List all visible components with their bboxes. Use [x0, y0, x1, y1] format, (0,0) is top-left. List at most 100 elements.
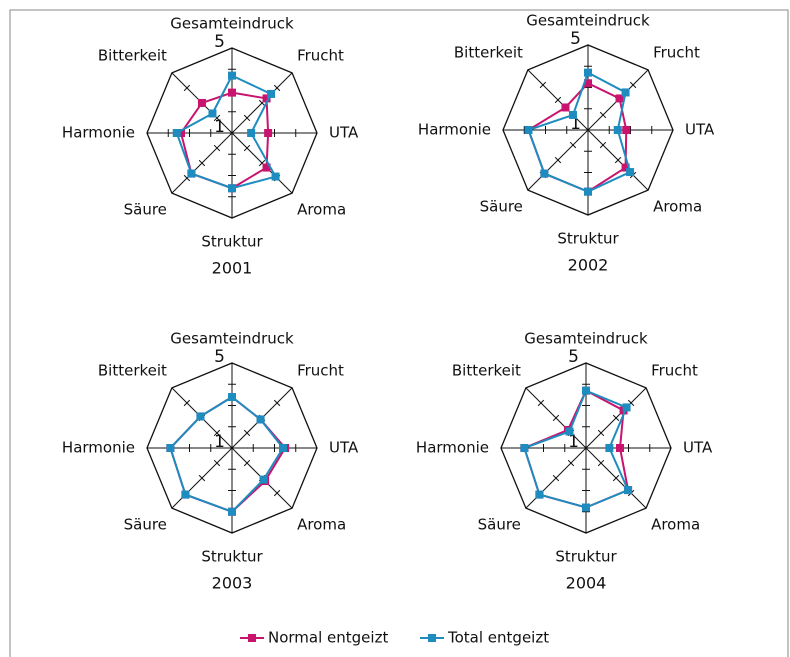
frame	[9, 9, 789, 657]
marker	[568, 110, 577, 119]
tick-mark	[273, 489, 281, 497]
tick-mark	[273, 84, 281, 92]
marker	[247, 129, 256, 137]
tick-mark	[539, 81, 547, 89]
marker	[520, 444, 529, 452]
tick-mark	[567, 459, 575, 467]
category-label: Frucht	[297, 361, 344, 379]
marker	[626, 168, 635, 177]
marker	[622, 126, 631, 134]
tick-mark	[599, 111, 607, 119]
category-label: Frucht	[653, 43, 700, 61]
legend-marker	[248, 634, 256, 642]
chart-title: 2002	[568, 256, 609, 275]
marker	[535, 490, 544, 499]
marker	[565, 427, 574, 436]
chart-title: 2004	[566, 574, 607, 593]
marker	[621, 88, 630, 97]
tick-mark	[243, 114, 251, 122]
tick-mark	[213, 459, 221, 467]
category-label: Aroma	[651, 516, 700, 534]
category-label: Bitterkeit	[454, 43, 523, 61]
category-label: Harmonie	[418, 121, 491, 139]
marker	[181, 490, 190, 499]
marker	[524, 126, 533, 134]
tick-mark	[258, 159, 266, 167]
category-label: Säure	[124, 201, 167, 219]
category-label: Aroma	[297, 201, 346, 219]
marker	[622, 403, 631, 412]
marker	[264, 129, 273, 137]
tick-mark	[258, 99, 266, 107]
marker	[259, 475, 268, 484]
marker	[621, 163, 630, 172]
category-label: Gesamteindruck	[524, 330, 648, 348]
marker	[582, 503, 590, 512]
marker	[228, 184, 236, 193]
tick-mark	[243, 144, 251, 152]
tick-mark	[627, 399, 635, 407]
r-tick-label: 5	[570, 29, 581, 49]
marker	[262, 94, 271, 103]
marker	[228, 507, 236, 516]
tick-mark	[198, 159, 206, 167]
chart-title: 2001	[212, 259, 253, 278]
marker	[613, 126, 622, 134]
tick-mark	[614, 156, 622, 164]
marker	[561, 103, 570, 112]
category-label: UTA	[329, 439, 359, 457]
marker	[228, 71, 236, 80]
marker	[166, 444, 175, 452]
marker	[197, 98, 206, 107]
category-label: UTA	[685, 121, 715, 139]
tick-mark	[243, 429, 251, 437]
marker	[624, 486, 633, 495]
marker	[582, 386, 590, 395]
legend-label: Total entgeizt	[447, 629, 549, 647]
tick-mark	[183, 174, 191, 182]
marker	[187, 169, 196, 178]
marker	[228, 393, 236, 401]
r-tick-label: 5	[568, 347, 579, 367]
category-label: Gesamteindruck	[170, 15, 294, 33]
category-label: UTA	[683, 439, 713, 457]
category-label: Struktur	[555, 548, 617, 566]
marker	[262, 163, 271, 172]
category-label: Gesamteindruck	[526, 12, 650, 30]
tick-mark	[213, 144, 221, 152]
category-label: Struktur	[201, 548, 263, 566]
tick-mark	[198, 474, 206, 482]
r-tick-label: 1	[214, 117, 225, 137]
tick-mark	[183, 84, 191, 92]
legend-marker	[428, 634, 436, 642]
marker	[208, 109, 217, 118]
marker	[196, 412, 205, 421]
category-label: Bitterkeit	[98, 361, 167, 379]
r-tick-label: 1	[214, 432, 225, 452]
category-label: Struktur	[201, 233, 263, 251]
tick-mark	[599, 141, 607, 149]
marker	[584, 68, 592, 77]
marker	[267, 89, 276, 98]
tick-mark	[569, 141, 577, 149]
marker	[605, 444, 614, 452]
legend-label: Normal entgeizt	[268, 629, 388, 647]
category-label: Bitterkeit	[98, 46, 167, 64]
r-tick-label: 1	[568, 432, 579, 452]
tick-mark	[597, 459, 605, 467]
marker	[271, 172, 280, 181]
tick-mark	[597, 429, 605, 437]
marker	[584, 79, 592, 88]
marker	[584, 187, 592, 196]
tick-mark	[243, 459, 251, 467]
category-label: Struktur	[557, 230, 619, 248]
category-label: Bitterkeit	[452, 361, 521, 379]
chart-title: 2003	[212, 574, 253, 593]
category-label: UTA	[329, 124, 359, 142]
tick-mark	[629, 81, 637, 89]
tick-mark	[213, 114, 221, 122]
category-label: Aroma	[297, 516, 346, 534]
tick-mark	[552, 414, 560, 422]
marker	[177, 129, 185, 137]
